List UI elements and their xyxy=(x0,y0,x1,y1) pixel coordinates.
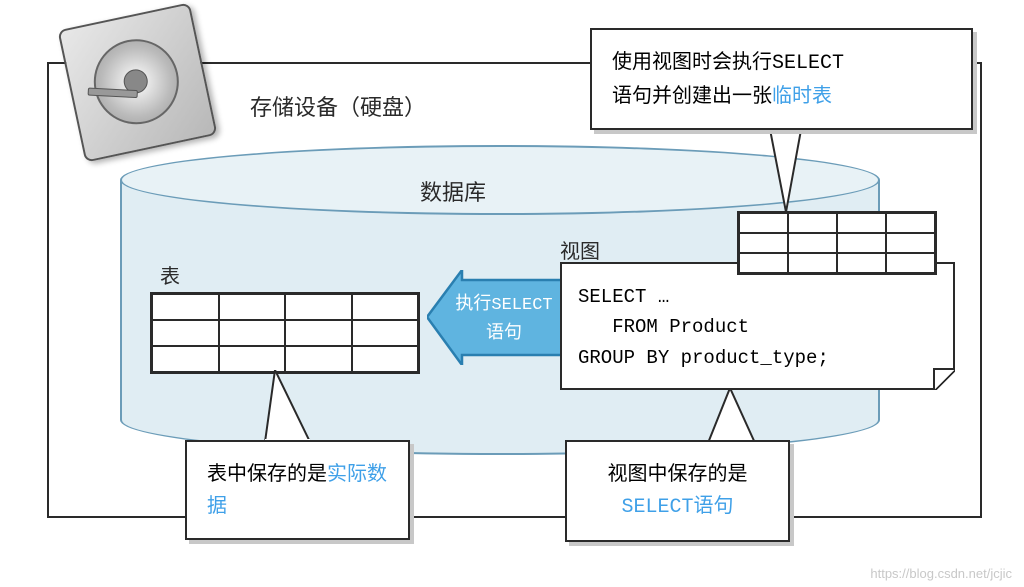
watermark: https://blog.csdn.net/jcjic xyxy=(870,566,1012,581)
callout-top: 使用视图时会执行SELECT 语句并创建出一张临时表 xyxy=(590,28,973,130)
sql-code-box: SELECT … FROM Product GROUP BY product_t… xyxy=(560,262,955,390)
database-label: 数据库 xyxy=(420,175,486,207)
callout-top-tail xyxy=(748,119,818,219)
callout-right: 视图中保存的是 SELECT语句 xyxy=(565,440,790,542)
storage-label: 存储设备（硬盘） xyxy=(250,90,426,122)
view-label: 视图 xyxy=(560,235,600,264)
callout-left: 表中保存的是实际数据 xyxy=(185,440,410,540)
sql-line-1: SELECT … xyxy=(578,282,937,312)
callout-right-tail xyxy=(700,388,770,446)
table-grid-main xyxy=(150,292,420,374)
table-grid-result xyxy=(737,211,937,275)
sql-line-3: GROUP BY product_type; xyxy=(578,343,937,373)
sql-line-2: FROM Product xyxy=(578,312,937,342)
arrow-text: 执行SELECT 语句 xyxy=(449,290,559,345)
table-label: 表 xyxy=(160,260,180,289)
harddisk-icon xyxy=(70,15,205,150)
callout-left-tail xyxy=(255,370,325,445)
execute-arrow: 执行SELECT 语句 xyxy=(427,270,567,365)
